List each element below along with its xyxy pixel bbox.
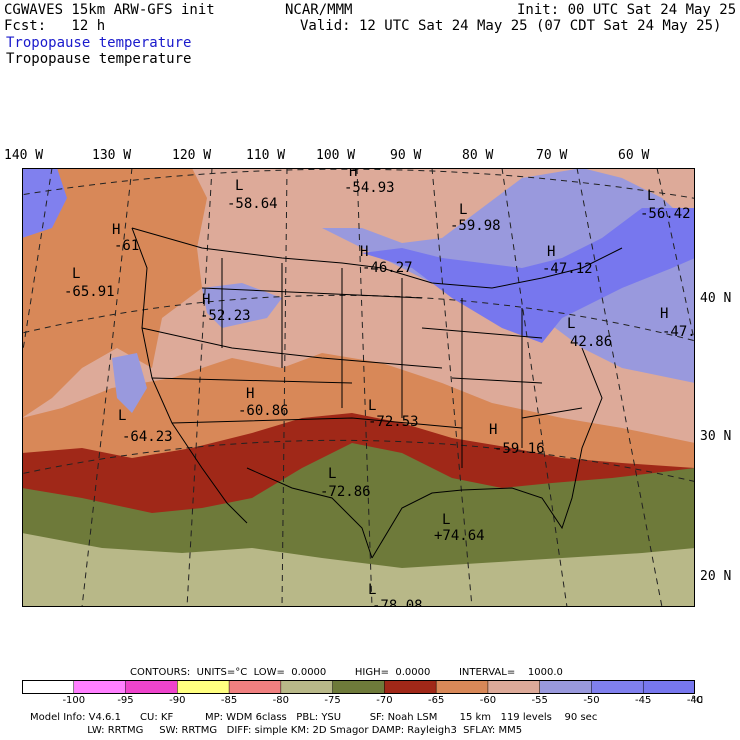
colorbar-label: -85 [220, 695, 238, 706]
lat-label: 20 N [700, 569, 732, 584]
colorbar-label: -40 [686, 695, 704, 706]
extreme-letter: H [360, 244, 368, 260]
extreme-value: +74.64 [434, 528, 485, 544]
colorbar-cell [642, 680, 695, 694]
colorbar-cell [280, 680, 334, 694]
extreme-letter: H [489, 422, 497, 438]
extreme-value: -46.27 [362, 260, 413, 276]
lat-label: 40 N [700, 291, 732, 306]
lon-label: 140 W [4, 148, 44, 163]
extreme-letter: L [368, 582, 376, 598]
extreme-value: -61 [114, 238, 139, 254]
colorbar-label: -55 [531, 695, 548, 706]
extreme-value: 42.86 [570, 334, 612, 350]
colorbar-cell [539, 680, 593, 694]
extreme-letter: L [328, 466, 336, 482]
extreme-value: -59.16 [494, 441, 545, 457]
lat-label: 30 N [700, 429, 732, 444]
extreme-letter: L [567, 316, 575, 332]
init-time: Init: 00 UTC Sat 24 May 25 [517, 2, 737, 18]
shade-blue-nw [22, 168, 67, 238]
field-title-blue: Tropopause temperature [6, 35, 192, 51]
org-label: NCAR/MMM [285, 2, 353, 18]
extreme-letter: H [246, 386, 254, 402]
colorbar-cell [228, 680, 282, 694]
extreme-value: -65.91 [64, 284, 115, 300]
model-title: CGWAVES 15km ARW-GFS init [4, 2, 215, 18]
lon-label: 80 W [462, 148, 494, 163]
colorbar-label: -80 [272, 695, 289, 706]
lon-label: 60 W [618, 148, 650, 163]
map-frame [22, 168, 695, 607]
colorbar-cell [332, 680, 386, 694]
extreme-letter: L [72, 266, 80, 282]
extreme-value: -64.23 [122, 429, 173, 445]
colorbar-cell [435, 680, 489, 694]
colorbar-label: -65 [428, 695, 445, 706]
lon-label: 70 W [536, 148, 568, 163]
colorbar-cell [73, 680, 127, 694]
extreme-value: -58.64 [227, 196, 278, 212]
extreme-value: -78.08 [372, 598, 423, 607]
extreme-value: -72.53 [368, 414, 419, 430]
shade-lavender-sw [112, 353, 147, 413]
physics-info: LW: RRTMG SW: RRTMG DIFF: simple KM: 2D … [30, 725, 523, 736]
extreme-value: -72.86 [320, 484, 371, 500]
extreme-letter: L [368, 398, 376, 414]
colorbar-label: -50 [583, 695, 600, 706]
extreme-value: -56.42 [640, 206, 691, 222]
shade-blue-ne [362, 208, 695, 343]
lon-label: 120 W [172, 148, 212, 163]
field-title: Tropopause temperature [6, 51, 192, 67]
colorbar-label: -45 [635, 695, 652, 706]
colorbar-cell [487, 680, 541, 694]
colorbar [22, 680, 695, 694]
extreme-value: -54.93 [344, 180, 395, 196]
extreme-letter: L [459, 202, 467, 218]
colorbar-cell [22, 680, 75, 694]
colorbar-label: -75 [324, 695, 341, 706]
colorbar-label: -60 [479, 695, 497, 706]
lon-label: 100 W [316, 148, 356, 163]
extreme-letter: H [202, 292, 210, 308]
colorbar-cell [125, 680, 179, 694]
extreme-value: -47.12 [542, 261, 593, 277]
colorbar-label: -100 [62, 695, 86, 706]
extreme-letter: H [660, 306, 668, 322]
model-info: Model Info: V4.6.1 CU: KF MP: WDM 6class… [30, 712, 598, 723]
contours-info: CONTOURS: UNITS=°C LOW= 0.0000 HIGH= 0.0… [130, 667, 563, 678]
extreme-letter: H [112, 222, 120, 238]
colorbar-cell [177, 680, 230, 694]
extreme-value: -59.98 [450, 218, 501, 234]
shade-orange-west [22, 168, 207, 418]
extreme-value: -47. [662, 324, 695, 340]
colorbar-unit: °C [691, 695, 703, 706]
extreme-value: -52.23 [200, 308, 251, 324]
extreme-letter: H [349, 168, 357, 180]
extreme-letter: L [647, 188, 655, 204]
extreme-letter: H [547, 244, 555, 260]
tropopause-temperature-map: L -58.64 H -54.93 L -59.98 H -61 L -65.9… [22, 168, 695, 607]
extreme-letter: L [442, 512, 450, 528]
valid-time: Valid: 12 UTC Sat 24 May 25 (07 CDT Sat … [300, 18, 722, 34]
extreme-letter: L [118, 408, 126, 424]
lon-label: 130 W [92, 148, 132, 163]
lon-label: 90 W [390, 148, 422, 163]
colorbar-label: -95 [117, 695, 134, 706]
shade-tan [22, 533, 695, 607]
extreme-letter: L [235, 178, 243, 194]
lon-label: 110 W [246, 148, 286, 163]
extreme-value: -60.86 [238, 403, 289, 419]
colorbar-cell [384, 680, 437, 694]
colorbar-cell [591, 680, 644, 694]
colorbar-label: -90 [169, 695, 186, 706]
forecast-hour: Fcst: 12 h [4, 18, 106, 34]
colorbar-label: -70 [376, 695, 393, 706]
